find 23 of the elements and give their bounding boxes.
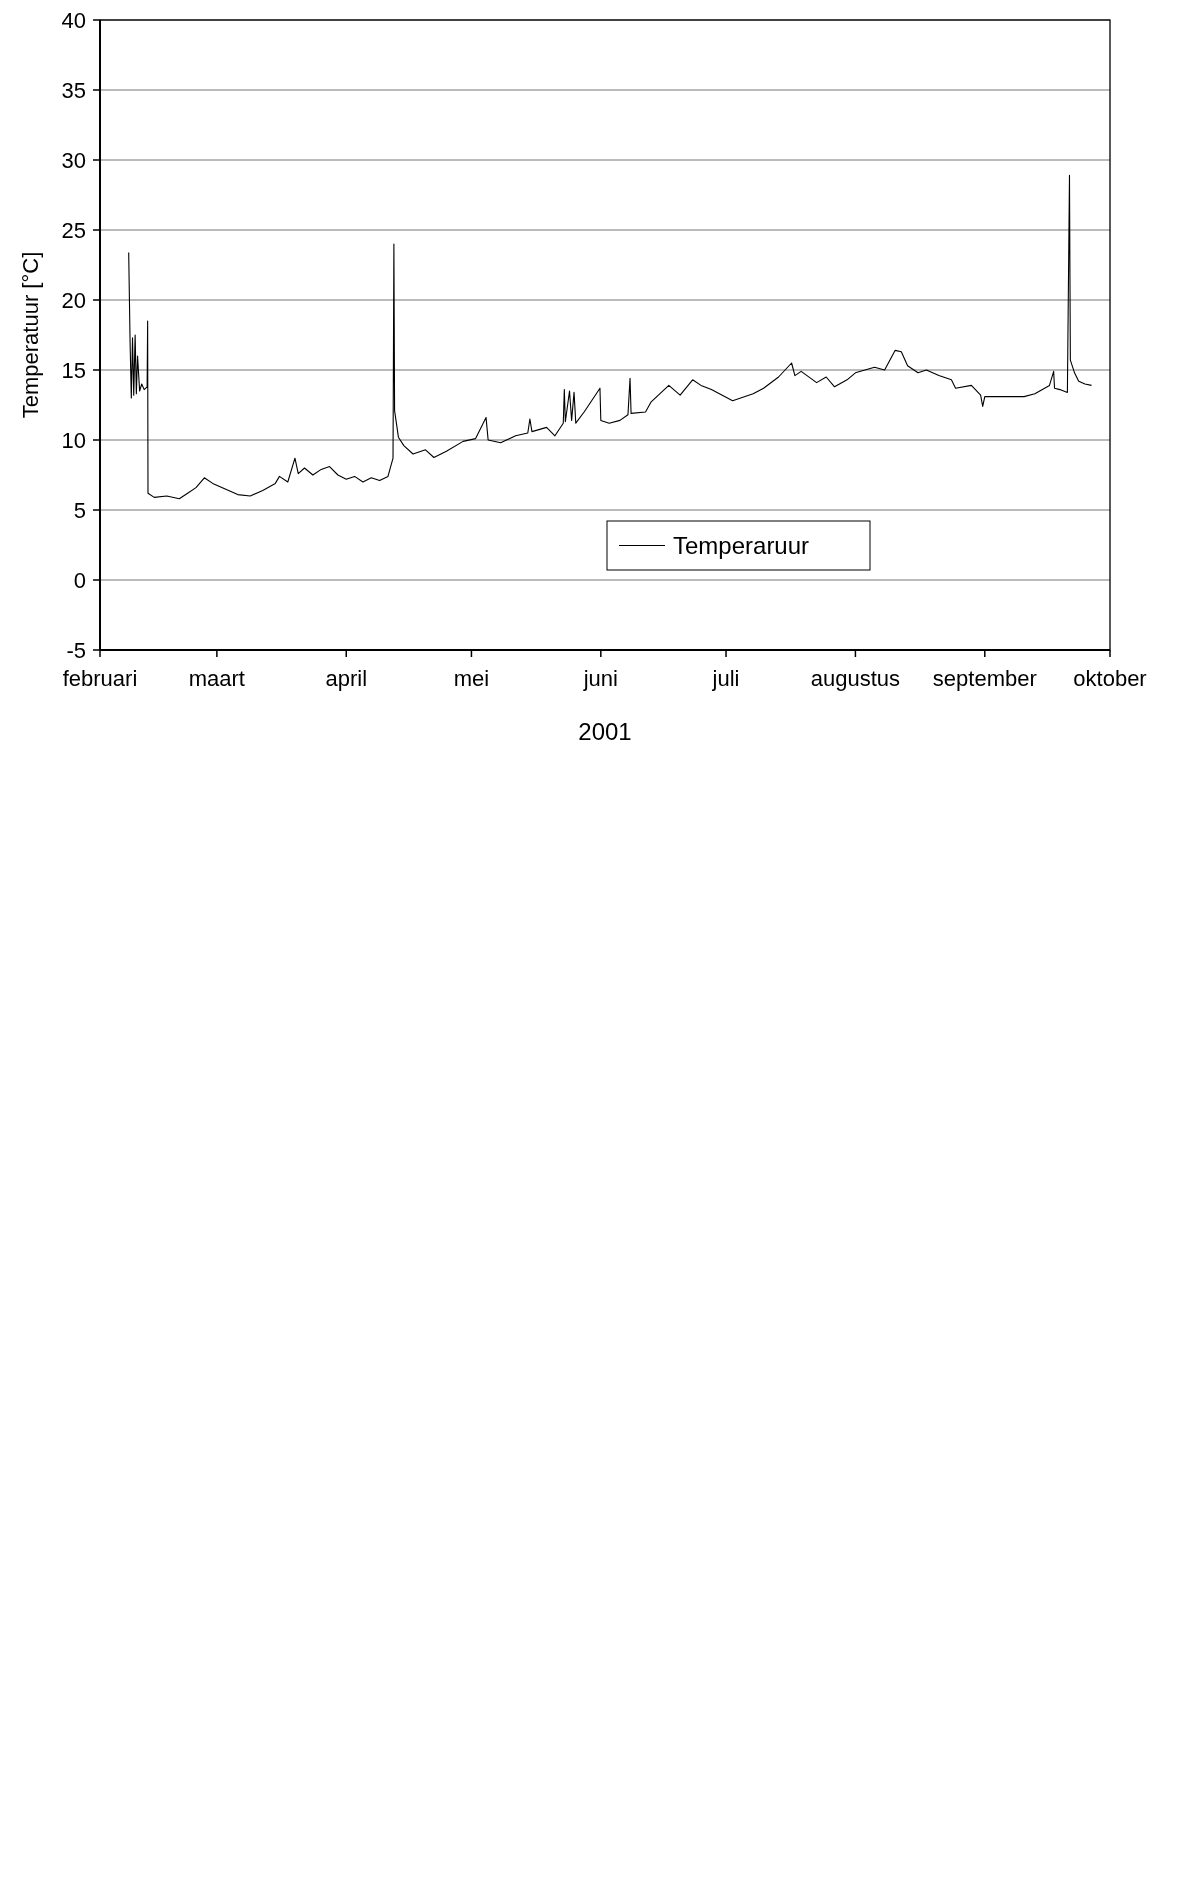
- x-tick-label: september: [932, 666, 1037, 691]
- y-tick-label: 15: [61, 357, 86, 383]
- legend-label: Temperaruur: [673, 531, 810, 559]
- y-tick-label: 30: [61, 147, 86, 173]
- x-tick-label: augustus: [810, 666, 901, 691]
- x-tick-label: februari: [62, 666, 138, 691]
- y-tick-label: 40: [61, 7, 86, 33]
- y-tick-label: 25: [61, 217, 86, 243]
- y-tick-label: 20: [61, 287, 86, 313]
- x-tick-label: oktober: [1073, 666, 1147, 691]
- x-axis-title: 2001: [578, 718, 632, 745]
- y-tick-label: 0: [73, 567, 86, 593]
- y-tick-label: 5: [73, 497, 86, 523]
- line-series: [128, 174, 1093, 500]
- x-tick-label: mei: [453, 666, 490, 691]
- y-tick-label: 10: [61, 427, 86, 453]
- x-tick-label: maart: [188, 666, 245, 691]
- x-tick-label: april: [325, 666, 368, 691]
- x-tick-label: juli: [711, 666, 740, 691]
- y-axis-title: Temperatuur [°C]: [17, 251, 43, 419]
- x-tick-label: juni: [582, 666, 618, 691]
- y-tick-label: -5: [66, 637, 86, 663]
- y-tick-label: 35: [61, 77, 86, 103]
